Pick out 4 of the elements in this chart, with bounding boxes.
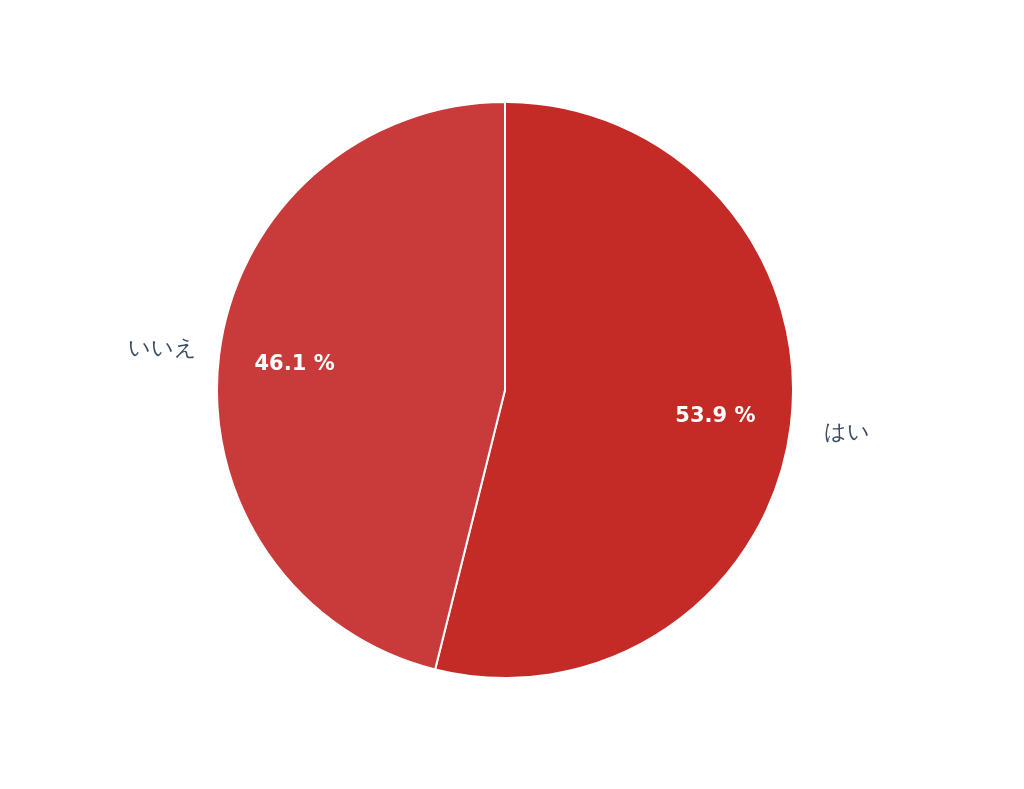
data-label: 53.9 % [675,402,756,427]
slice-label: はい [824,419,871,445]
data-label: 46.1 % [254,351,335,376]
slice-label: いいえ [128,334,198,360]
